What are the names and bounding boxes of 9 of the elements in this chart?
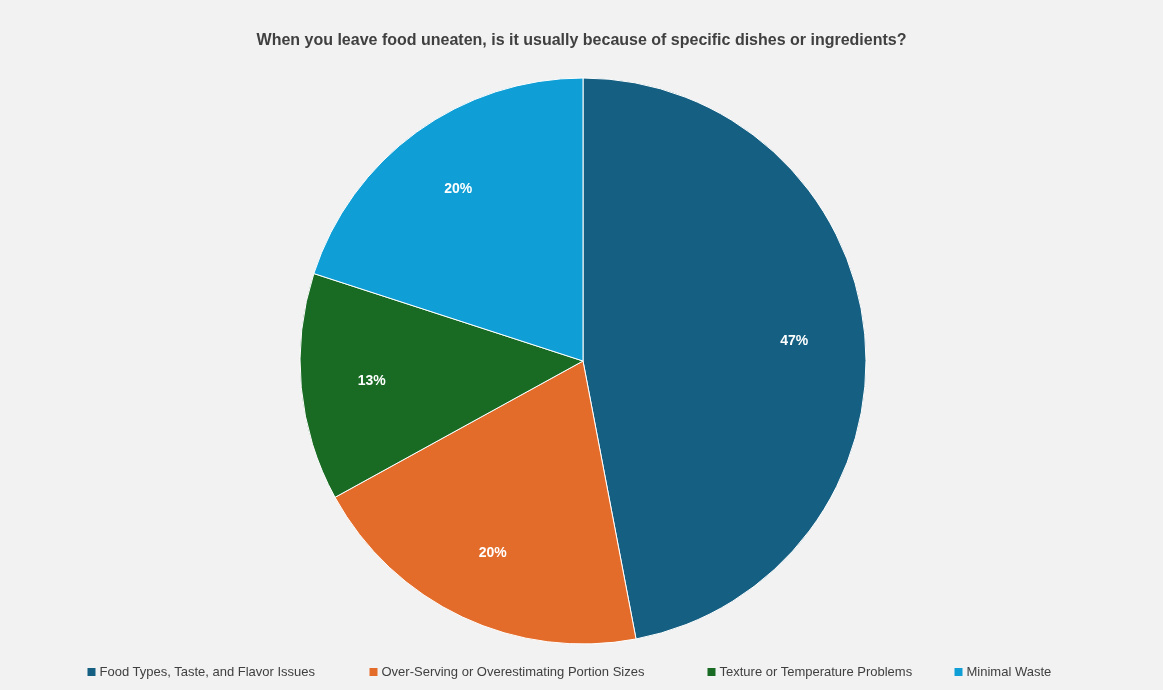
data-label: 20% bbox=[478, 543, 508, 560]
legend-label: Food Types, Taste, and Flavor Issues bbox=[99, 664, 316, 680]
data-label: 47% bbox=[780, 331, 809, 348]
legend-label: Over-Serving or Overestimating Portion Sizes bbox=[381, 664, 645, 680]
legend-label: Texture or Temperature Problems bbox=[719, 664, 913, 680]
chart-title: When you leave food uneaten, is it usually because of specific dishes or ingredients? bbox=[256, 31, 907, 48]
data-label: 20% bbox=[444, 179, 473, 196]
data-label: 13% bbox=[357, 371, 387, 388]
legend-label: Minimal Waste bbox=[966, 664, 1052, 680]
